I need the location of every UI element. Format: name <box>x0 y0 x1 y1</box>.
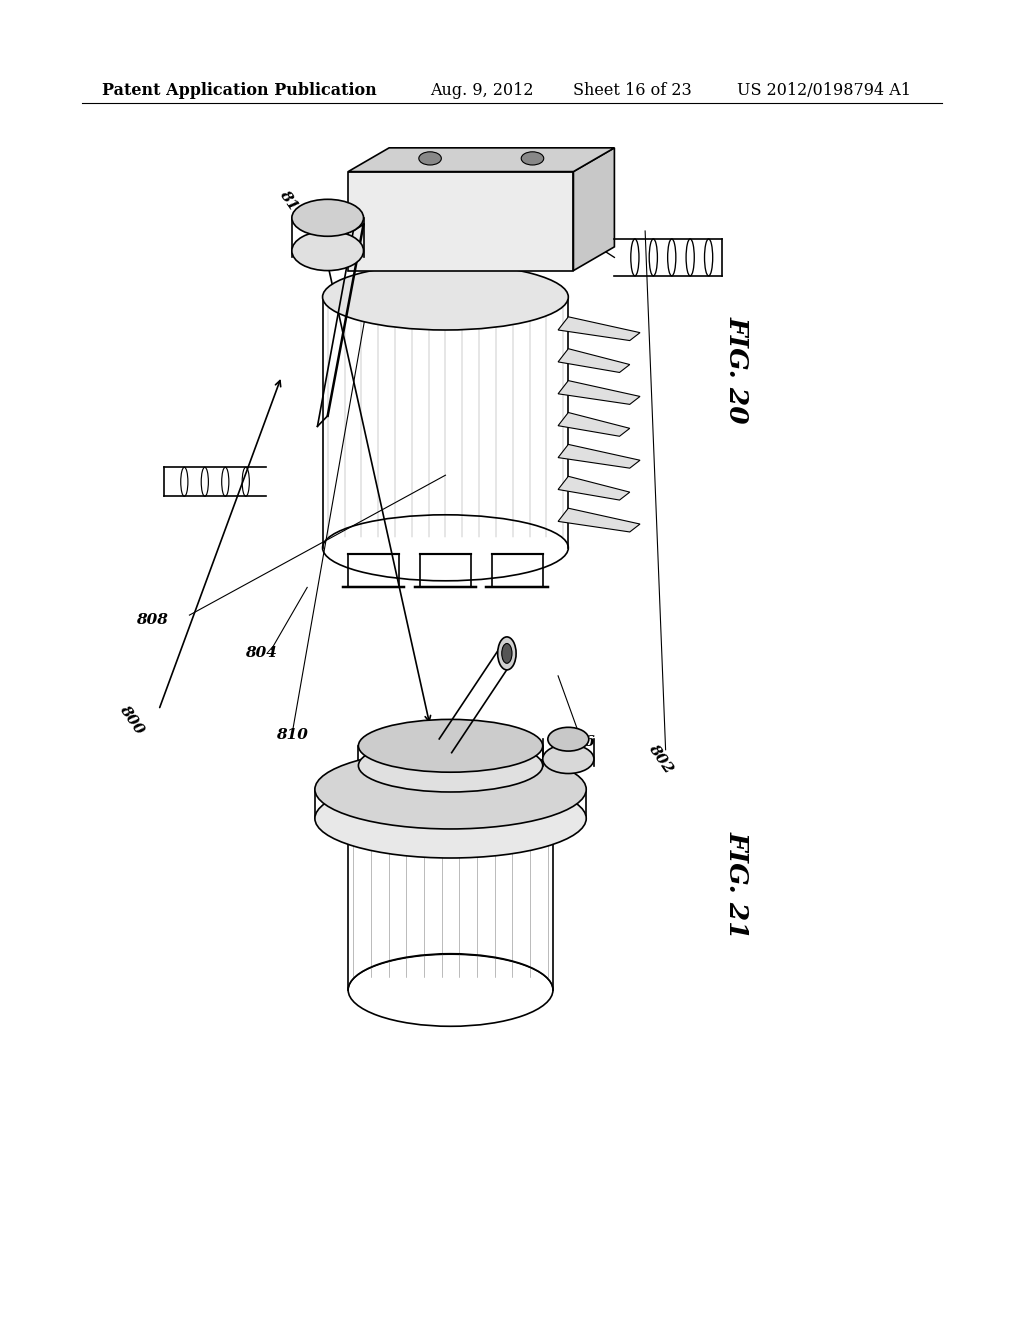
Text: Sheet 16 of 23: Sheet 16 of 23 <box>573 82 692 99</box>
Polygon shape <box>558 445 640 469</box>
Ellipse shape <box>502 644 512 663</box>
Polygon shape <box>573 148 614 271</box>
Polygon shape <box>558 317 640 341</box>
Text: 806: 806 <box>562 735 595 748</box>
Text: 802: 802 <box>645 742 676 776</box>
Text: US 2012/0198794 A1: US 2012/0198794 A1 <box>737 82 911 99</box>
Text: 808: 808 <box>135 614 168 627</box>
Text: FIG. 20: FIG. 20 <box>725 315 750 424</box>
Text: 810: 810 <box>275 729 308 742</box>
Text: 804: 804 <box>245 647 278 660</box>
Polygon shape <box>348 148 614 172</box>
Ellipse shape <box>548 727 589 751</box>
Ellipse shape <box>399 748 502 781</box>
Polygon shape <box>558 477 630 500</box>
Ellipse shape <box>292 199 364 236</box>
Ellipse shape <box>419 152 441 165</box>
Polygon shape <box>558 508 640 532</box>
Ellipse shape <box>498 636 516 671</box>
Ellipse shape <box>521 152 544 165</box>
Text: FIG. 21: FIG. 21 <box>725 830 750 939</box>
Ellipse shape <box>358 739 543 792</box>
Text: 800: 800 <box>116 702 146 737</box>
Polygon shape <box>348 172 573 271</box>
Ellipse shape <box>292 231 364 271</box>
Text: Aug. 9, 2012: Aug. 9, 2012 <box>430 82 534 99</box>
Ellipse shape <box>358 719 543 772</box>
Text: 810: 810 <box>276 187 307 222</box>
Ellipse shape <box>543 744 594 774</box>
Text: Patent Application Publication: Patent Application Publication <box>102 82 377 99</box>
Ellipse shape <box>323 264 568 330</box>
Polygon shape <box>558 412 630 436</box>
Polygon shape <box>558 348 630 372</box>
Ellipse shape <box>315 779 586 858</box>
Polygon shape <box>558 380 640 404</box>
Ellipse shape <box>348 788 553 847</box>
Ellipse shape <box>315 750 586 829</box>
